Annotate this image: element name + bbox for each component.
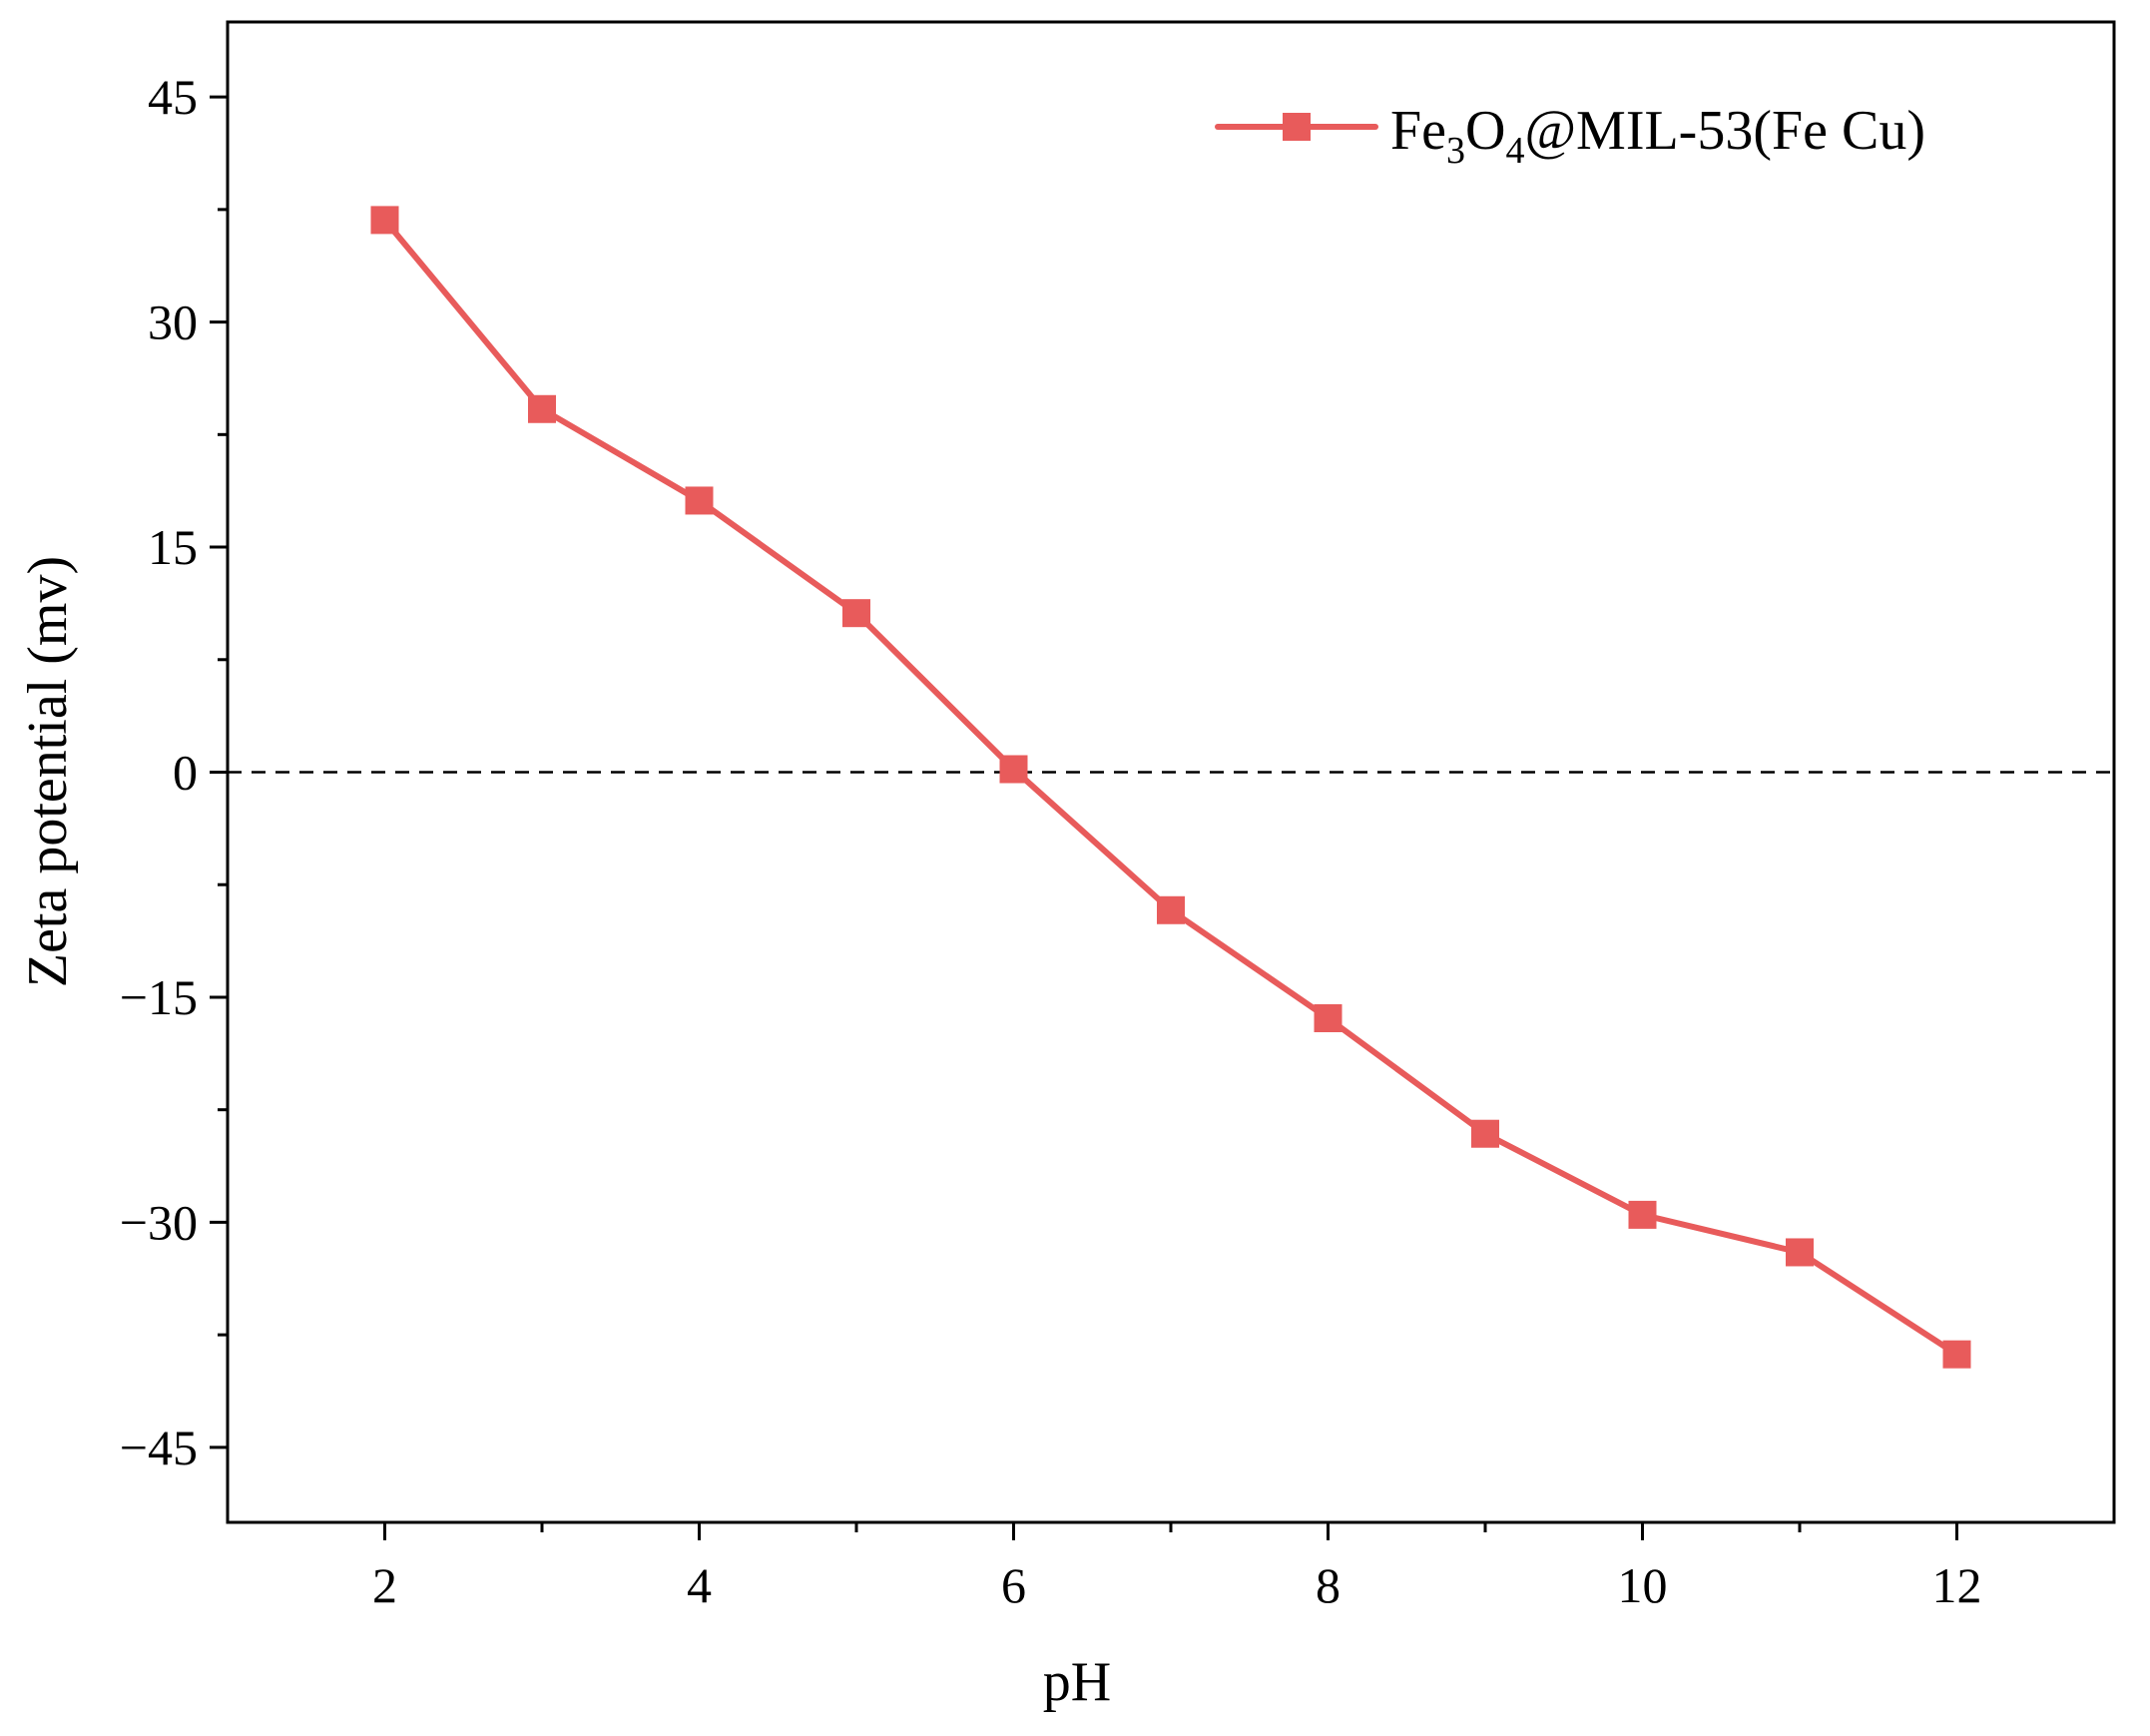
data-point-marker bbox=[1314, 1003, 1343, 1032]
data-point-marker bbox=[528, 394, 556, 423]
x-axis-title: pH bbox=[1043, 1651, 1111, 1713]
data-point-marker bbox=[685, 486, 714, 515]
legend-label-subscript: 3 bbox=[1446, 130, 1465, 172]
y-tick-label: −15 bbox=[120, 969, 198, 1025]
data-point-marker bbox=[1786, 1238, 1814, 1267]
legend-square-marker bbox=[1283, 113, 1311, 141]
legend-label-part: O bbox=[1465, 100, 1505, 162]
legend-label-part: Fe bbox=[1390, 100, 1446, 162]
x-tick-label: 6 bbox=[1001, 1557, 1026, 1613]
data-point-marker bbox=[1942, 1340, 1971, 1369]
legend-label-part: @MIL-53(Fe Cu) bbox=[1524, 100, 1925, 162]
y-tick-label: 30 bbox=[148, 294, 198, 350]
data-point-marker bbox=[842, 599, 870, 628]
y-tick-label: 15 bbox=[148, 519, 198, 575]
data-point-marker bbox=[370, 206, 399, 235]
axes: 2 4 6 8 10 12 45 30 15 0 −15 −30 −45 bbox=[120, 20, 2116, 1613]
y-tick-label: 0 bbox=[173, 745, 198, 801]
x-tick-label: 8 bbox=[1316, 1557, 1341, 1613]
y-axis-title: Zeta potential (mv) bbox=[17, 556, 79, 987]
data-point-marker bbox=[999, 755, 1028, 784]
data-point-marker bbox=[1628, 1200, 1657, 1229]
y-tick-label: 45 bbox=[148, 69, 198, 125]
legend-label: Fe3O4@MIL-53(Fe Cu) bbox=[1390, 100, 1925, 172]
x-tick-label: 2 bbox=[372, 1557, 397, 1613]
y-tick-label: −45 bbox=[120, 1420, 198, 1475]
legend-label-subscript: 4 bbox=[1505, 130, 1524, 172]
series-line bbox=[381, 217, 1960, 1358]
data-point-marker bbox=[1157, 895, 1185, 924]
legend: Fe3O4@MIL-53(Fe Cu) bbox=[1215, 100, 1925, 172]
data-point-marker bbox=[1471, 1119, 1499, 1148]
y-tick-label: −30 bbox=[120, 1194, 198, 1250]
plot-area bbox=[228, 206, 2114, 1369]
x-tick-label: 4 bbox=[687, 1557, 712, 1613]
x-tick-label: 10 bbox=[1618, 1557, 1668, 1613]
x-tick-label: 12 bbox=[1932, 1557, 1982, 1613]
